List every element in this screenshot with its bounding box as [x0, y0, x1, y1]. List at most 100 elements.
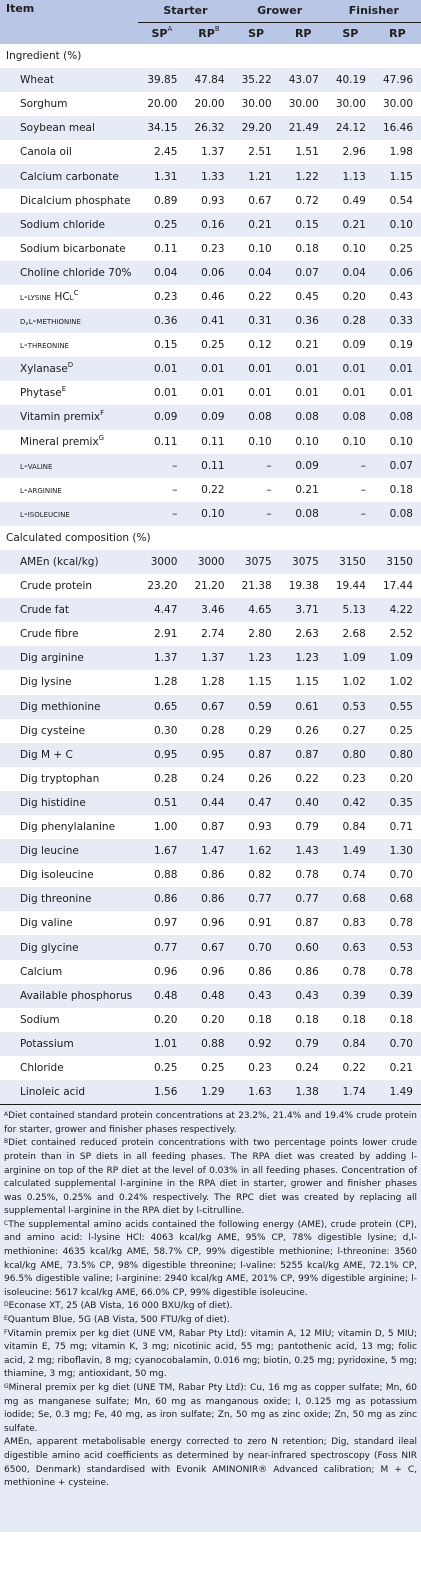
- subheader-label: RP: [389, 26, 406, 40]
- table-cell: 1.49: [389, 1086, 413, 1099]
- table-cell: 3075: [292, 556, 319, 569]
- table-cell: 4.47: [154, 604, 178, 617]
- table-row: Dig threonine 0.86 0.86 0.77 0.77 0.68 0.68: [0, 887, 421, 912]
- table-cell: 0.43: [248, 989, 272, 1002]
- table-row: Calcium 0.96 0.96 0.86 0.86 0.78 0.78: [0, 959, 421, 984]
- footnote-marker: G: [98, 433, 105, 442]
- row-label-text: d,l-methionine: [20, 315, 81, 328]
- table-cell: 1.37: [154, 652, 178, 665]
- table-cell: 30.00: [335, 98, 366, 111]
- table-cell: 1.37: [201, 652, 225, 665]
- table-cell: 1.22: [295, 170, 319, 183]
- table-cell: 0.09: [295, 459, 319, 472]
- table-cell: 0.11: [201, 459, 225, 472]
- row-label: l-valine: [0, 454, 138, 478]
- table-cell: 0.22: [201, 483, 225, 496]
- table-row: Canola oil 2.45 1.37 2.51 1.51 2.96 1.98: [0, 140, 421, 165]
- table-cell: 0.61: [295, 700, 319, 713]
- row-label-text: l-lysine HCl: [20, 290, 74, 303]
- table-cell: 0.22: [295, 772, 319, 785]
- row-label-text: Dig M + C: [20, 748, 73, 761]
- section-title: Calculated composition (%): [6, 531, 151, 544]
- row-label-text: Dig methionine: [20, 700, 101, 713]
- table-cell: 0.36: [154, 315, 178, 328]
- table-cell: 0.10: [342, 435, 366, 448]
- table-cell: 0.40: [295, 796, 319, 809]
- table-cell: 0.25: [389, 242, 413, 255]
- table-body: Ingredient (%) Wheat 39.85 47.84 35.22 43.07 4…: [0, 44, 421, 1105]
- row-label: Linoleic acid: [0, 1080, 138, 1104]
- table-cell: 0.18: [342, 1013, 366, 1026]
- table-row: Soybean meal 34.15 26.32 29.20 21.49 24.12 16.…: [0, 116, 421, 141]
- table-cell: 0.39: [389, 989, 413, 1002]
- row-label: Dig methionine: [0, 695, 138, 719]
- table-cell: 0.74: [342, 869, 366, 882]
- table-cell: 0.09: [342, 339, 366, 352]
- subheader-label: SP: [151, 26, 168, 40]
- footnote: FVitamin premix per kg diet (UNE VM, Rab…: [4, 1328, 417, 1382]
- table-cell: 1.33: [201, 170, 225, 183]
- row-label-text: l-isoleucine: [20, 507, 70, 520]
- table-cell: –: [266, 507, 272, 520]
- table-cell: 0.10: [248, 435, 272, 448]
- table-cell: 5.13: [342, 604, 366, 617]
- row-label-text: AMEn (kcal/kg): [20, 556, 99, 569]
- table-cell: 0.84: [342, 821, 366, 834]
- table-cell: 0.63: [342, 941, 366, 954]
- footnote-marker: D: [67, 361, 74, 370]
- table-cell: 3000: [197, 556, 225, 569]
- table-cell: 20.00: [147, 98, 178, 111]
- row-label-text: l-threonine: [20, 339, 69, 352]
- table-cell: 1.23: [295, 652, 319, 665]
- table-cell: 1.43: [295, 845, 319, 858]
- table-header: Item Starter Grower Finisher SPA RPB SP RP S…: [0, 0, 421, 44]
- row-label: Dig cysteine: [0, 719, 138, 743]
- table-cell: 0.11: [201, 435, 225, 448]
- table-cell: 0.78: [389, 917, 413, 930]
- table-cell: 0.86: [201, 893, 225, 906]
- table-row: Potassium 1.01 0.88 0.92 0.79 0.84 0.70: [0, 1031, 421, 1056]
- section-header-row: Calculated composition (%): [0, 525, 421, 550]
- table-cell: 1.47: [201, 845, 225, 858]
- table-cell: 0.51: [154, 796, 178, 809]
- table-cell: 1.15: [295, 676, 319, 689]
- table-row: Crude fat 4.47 3.46 4.65 3.71 5.13 4.22: [0, 598, 421, 623]
- table-cell: 0.54: [389, 194, 413, 207]
- table-cell: 0.30: [154, 724, 178, 737]
- table-cell: 0.01: [389, 387, 413, 400]
- table-cell: 0.21: [248, 218, 272, 231]
- table-cell: 1.15: [389, 170, 413, 183]
- table-cell: –: [360, 507, 366, 520]
- table-cell: 0.08: [295, 507, 319, 520]
- table-cell: 3150: [386, 556, 413, 569]
- table-cell: 1.09: [389, 652, 413, 665]
- subheader-rp: RPB: [185, 22, 232, 44]
- table-cell: 0.72: [295, 194, 319, 207]
- row-label: Crude protein: [0, 574, 138, 598]
- row-label-text: Crude protein: [20, 580, 93, 593]
- table-cell: 1.62: [248, 845, 272, 858]
- finisher-group-header: Finisher: [326, 0, 421, 23]
- table-cell: 0.01: [389, 363, 413, 376]
- subheader-rp: RP: [374, 22, 421, 44]
- row-label-text: Dig threonine: [20, 893, 92, 906]
- table-cell: 0.33: [389, 315, 413, 328]
- footnote-marker: F: [4, 1328, 8, 1336]
- table-cell: 2.63: [295, 628, 319, 641]
- table-cell: 0.39: [342, 989, 366, 1002]
- table-cell: 0.96: [154, 965, 178, 978]
- table-cell: 1.02: [389, 676, 413, 689]
- table-cell: 0.91: [248, 917, 272, 930]
- table-row: Mineral premixG 0.11 0.11 0.10 0.10 0.10 0.10: [0, 429, 421, 454]
- table-cell: 3000: [150, 556, 178, 569]
- table-cell: –: [360, 483, 366, 496]
- section-header-row: Ingredient (%): [0, 44, 421, 69]
- footnote-marker: C: [73, 288, 79, 297]
- table-cell: 0.95: [154, 748, 178, 761]
- table-cell: 1.28: [154, 676, 178, 689]
- table-footnotes: ADiet contained standard protein concent…: [0, 1104, 421, 1533]
- row-label: Sodium: [0, 1008, 138, 1032]
- row-label-text: Dig cysteine: [20, 724, 86, 737]
- row-label: Sodium chloride: [0, 213, 138, 237]
- table-cell: 40.19: [335, 74, 366, 87]
